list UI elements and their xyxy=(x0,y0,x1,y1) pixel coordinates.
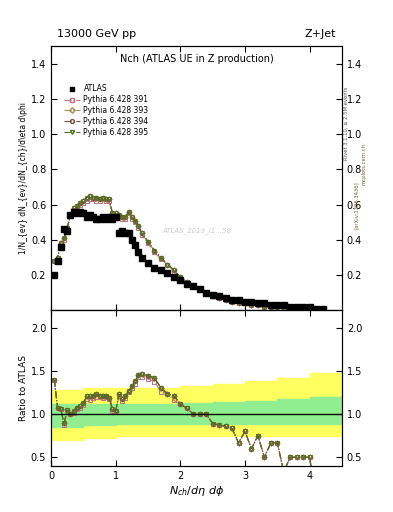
Text: Rivet 3.1.10, ≥ 2.5M events: Rivet 3.1.10, ≥ 2.5M events xyxy=(344,86,349,160)
Y-axis label: Ratio to ATLAS: Ratio to ATLAS xyxy=(19,355,28,421)
Text: 13000 GeV pp: 13000 GeV pp xyxy=(57,30,136,39)
Text: Z+Jet: Z+Jet xyxy=(305,30,336,39)
Text: [arXiv:1306.3436]: [arXiv:1306.3436] xyxy=(354,181,359,229)
Text: mcplots.cern.ch: mcplots.cern.ch xyxy=(362,143,367,185)
Text: ATLAS_2019_I1...58: ATLAS_2019_I1...58 xyxy=(162,228,231,234)
Y-axis label: 1/N_{ev} dN_{ev}/dN_{ch}/d\eta d\phi: 1/N_{ev} dN_{ev}/dN_{ch}/d\eta d\phi xyxy=(19,102,28,254)
Legend: ATLAS, Pythia 6.428 391, Pythia 6.428 393, Pythia 6.428 394, Pythia 6.428 395: ATLAS, Pythia 6.428 391, Pythia 6.428 39… xyxy=(64,84,149,137)
X-axis label: $N_{ch}/d\eta\ d\phi$: $N_{ch}/d\eta\ d\phi$ xyxy=(169,483,224,498)
Text: Nch (ATLAS UE in Z production): Nch (ATLAS UE in Z production) xyxy=(119,54,274,64)
